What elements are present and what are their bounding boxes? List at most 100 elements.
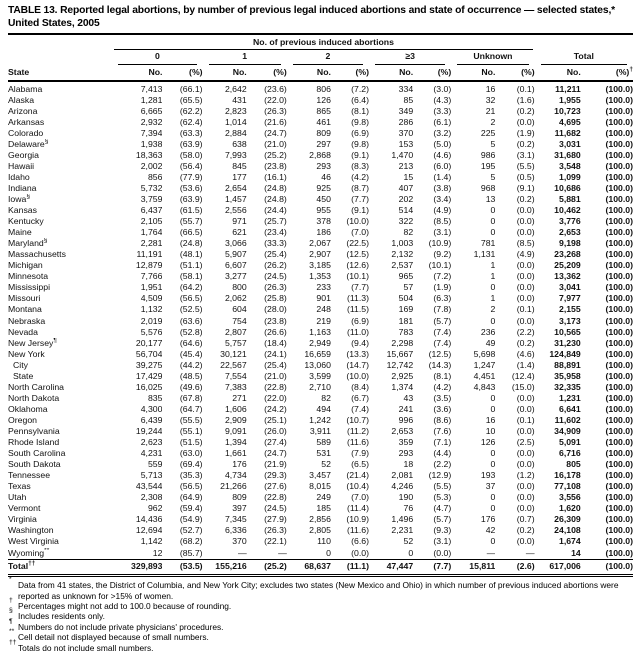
count-cell: 233 [316, 282, 331, 293]
percent-cell: (9.4) [351, 337, 370, 348]
total-count-cell: 3,031 [558, 138, 581, 149]
state-name: Delaware§ [8, 138, 49, 149]
percent-cell: (11.5) [346, 304, 370, 315]
percent-cell: (0.2) [516, 337, 535, 348]
count-cell: 57 [403, 282, 414, 293]
percent-cell: (25.4) [264, 249, 287, 260]
table-row: Pennsylvania 19,244 (55.1) 9,091 (26.0) 3,911… [8, 426, 633, 437]
total-percent-cell: (100.0) [605, 536, 633, 547]
count-cell: 514 [398, 205, 414, 216]
percent-cell: (26.3) [264, 525, 287, 536]
count-cell: 322 [398, 216, 414, 227]
percent-cell: (58.1) [179, 271, 203, 282]
percent-cell: (53.6) [179, 182, 203, 193]
pct-column-header: (%) [162, 64, 203, 82]
count-cell: 213 [398, 160, 414, 171]
count-cell: 4,300 [140, 403, 163, 414]
count-cell: 20,177 [135, 337, 163, 348]
percent-cell: (3.5) [433, 392, 452, 403]
count-cell: 809 [232, 492, 247, 503]
count-cell: 2,623 [140, 437, 163, 448]
state-name: Indiana [8, 182, 37, 193]
total-percent-cell: (100.0) [605, 481, 633, 492]
total-percent-cell: (7.7) [413, 558, 452, 578]
state-name: Oklahoma [8, 403, 48, 414]
percent-cell: (10.1) [346, 271, 370, 282]
percent-cell: (21.6) [264, 116, 287, 127]
percent-cell: (25.4) [264, 359, 287, 370]
count-cell: 2,062 [224, 293, 247, 304]
count-cell: 559 [147, 459, 163, 470]
percent-cell: (23.6) [264, 83, 287, 94]
percent-cell: (24.7) [264, 448, 287, 459]
percent-cell: (12.9) [428, 470, 452, 481]
count-cell: 1,951 [140, 282, 163, 293]
footnote: § Includes residents only. [9, 607, 105, 622]
percent-cell: (56.5) [179, 481, 203, 492]
total-count-cell: 11,211 [555, 83, 581, 94]
count-cell: 407 [398, 182, 414, 193]
count-cell: 219 [316, 315, 331, 326]
state-name: Oregon [8, 414, 37, 425]
count-cell: 4,231 [140, 448, 163, 459]
percent-cell: (3.3) [433, 105, 452, 116]
percent-cell: (0.0) [516, 481, 535, 492]
count-cell: 293 [398, 448, 414, 459]
percent-cell: (25.7) [264, 216, 287, 227]
percent-cell: (44.2) [179, 359, 203, 370]
count-cell: 1,457 [224, 194, 247, 205]
total-percent-cell: (100.0) [605, 105, 633, 116]
count-cell: 2,642 [224, 83, 247, 94]
count-cell: 334 [398, 83, 414, 94]
state-name: Idaho [8, 171, 30, 182]
total-percent-cell: (100.0) [605, 370, 633, 381]
percent-cell: (25.2) [264, 149, 287, 160]
footnote: * Data from 41 states, the District of Co… [9, 576, 619, 601]
total-count-cell: 25,209 [554, 260, 581, 271]
table-row: Colorado 7,394 (63.3) 2,884 (24.7) 809 (6.9) 37… [8, 128, 633, 139]
percent-cell: (0.0) [516, 282, 535, 293]
percent-cell: (0.2) [516, 525, 535, 536]
count-cell: 7,993 [224, 149, 247, 160]
count-cell: 2,556 [224, 205, 247, 216]
percent-cell: (9.8) [351, 116, 370, 127]
count-cell: 4,509 [140, 293, 163, 304]
percent-cell: (56.4) [179, 160, 203, 171]
count-cell: 806 [316, 83, 331, 94]
percent-cell: (21.4) [346, 470, 370, 481]
count-cell: 2,909 [224, 414, 247, 425]
no-column-header: No. [286, 64, 331, 82]
count-cell: 986 [480, 149, 496, 160]
percent-cell: (26.6) [264, 326, 287, 337]
count-cell: 1,394 [224, 437, 247, 448]
percent-cell: (6.6) [351, 536, 370, 547]
percent-cell: (69.4) [179, 459, 203, 470]
state-name: New York [8, 348, 45, 359]
table-row: South Carolina 4,231 (63.0) 1,661 (24.7) 531 (… [8, 448, 633, 459]
percent-cell: (64.2) [179, 282, 203, 293]
total-count-cell: 24,108 [554, 525, 581, 536]
count-cell: 1,938 [140, 138, 163, 149]
count-cell: 271 [232, 392, 247, 403]
state-footnote-marker: ¶ [53, 337, 57, 344]
total-count-cell: 3,041 [558, 282, 581, 293]
table-row: Maryland§ 2,281 (24.8) 3,066 (33.3) 2,067 (22.… [8, 238, 633, 249]
count-cell: 2,231 [391, 525, 414, 536]
table-row: South Dakota 559 (69.4) 176 (21.9) 52 (6.5) 18 (… [8, 459, 633, 470]
table-row: New York 56,704 (45.4) 30,121 (24.1) 16,659 (1… [8, 349, 633, 360]
percent-cell: (85.7) [179, 547, 203, 558]
total-count-cell: 6,716 [558, 448, 581, 459]
total-count-cell: 6,641 [558, 403, 581, 414]
total-count-cell: 3,556 [558, 492, 581, 503]
count-cell: 621 [232, 227, 247, 238]
table-row: New Jersey¶ 20,177 (64.6) 5,757 (18.4) 2,949 (… [8, 338, 633, 349]
count-cell: 1,281 [140, 94, 163, 105]
count-cell: 46 [321, 171, 331, 182]
total-percent-cell: (100.0) [605, 116, 633, 127]
percent-cell: (64.9) [179, 492, 203, 503]
count-cell: 2,907 [309, 249, 331, 260]
total-percent-cell: (100.0) [605, 470, 633, 481]
percent-cell: (22.5) [346, 238, 370, 249]
count-cell: 1 [490, 293, 496, 304]
percent-cell: (7.7) [351, 282, 370, 293]
